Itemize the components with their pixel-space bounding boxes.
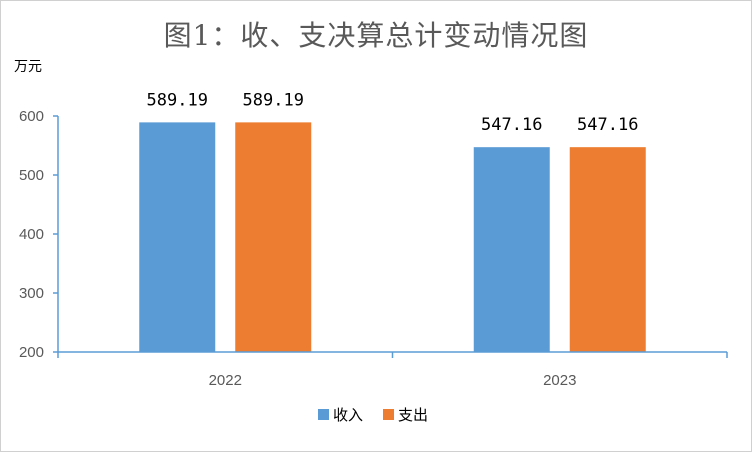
y-tick-label: 500 <box>19 167 44 184</box>
bar <box>139 122 216 352</box>
data-label: 547.16 <box>577 115 638 135</box>
data-label: 589.19 <box>243 90 304 110</box>
bar <box>569 147 646 352</box>
bar <box>473 147 550 352</box>
y-tick-label: 300 <box>19 285 44 302</box>
bar <box>235 122 312 352</box>
data-label: 589.19 <box>147 90 208 110</box>
y-tick-label: 400 <box>19 226 44 243</box>
legend-swatch <box>318 409 329 420</box>
data-label: 547.16 <box>481 115 542 135</box>
chart-title: 图1：收、支决算总计变动情况图 <box>163 19 589 52</box>
y-tick-label: 200 <box>19 344 44 361</box>
x-tick-label: 2022 <box>209 372 242 389</box>
y-tick-label: 600 <box>19 108 44 125</box>
y-axis-unit-label: 万元 <box>14 59 42 75</box>
x-tick-label: 2023 <box>543 372 576 389</box>
legend-label: 收入 <box>333 406 363 424</box>
legend-label: 支出 <box>398 406 428 424</box>
legend-swatch <box>383 409 394 420</box>
